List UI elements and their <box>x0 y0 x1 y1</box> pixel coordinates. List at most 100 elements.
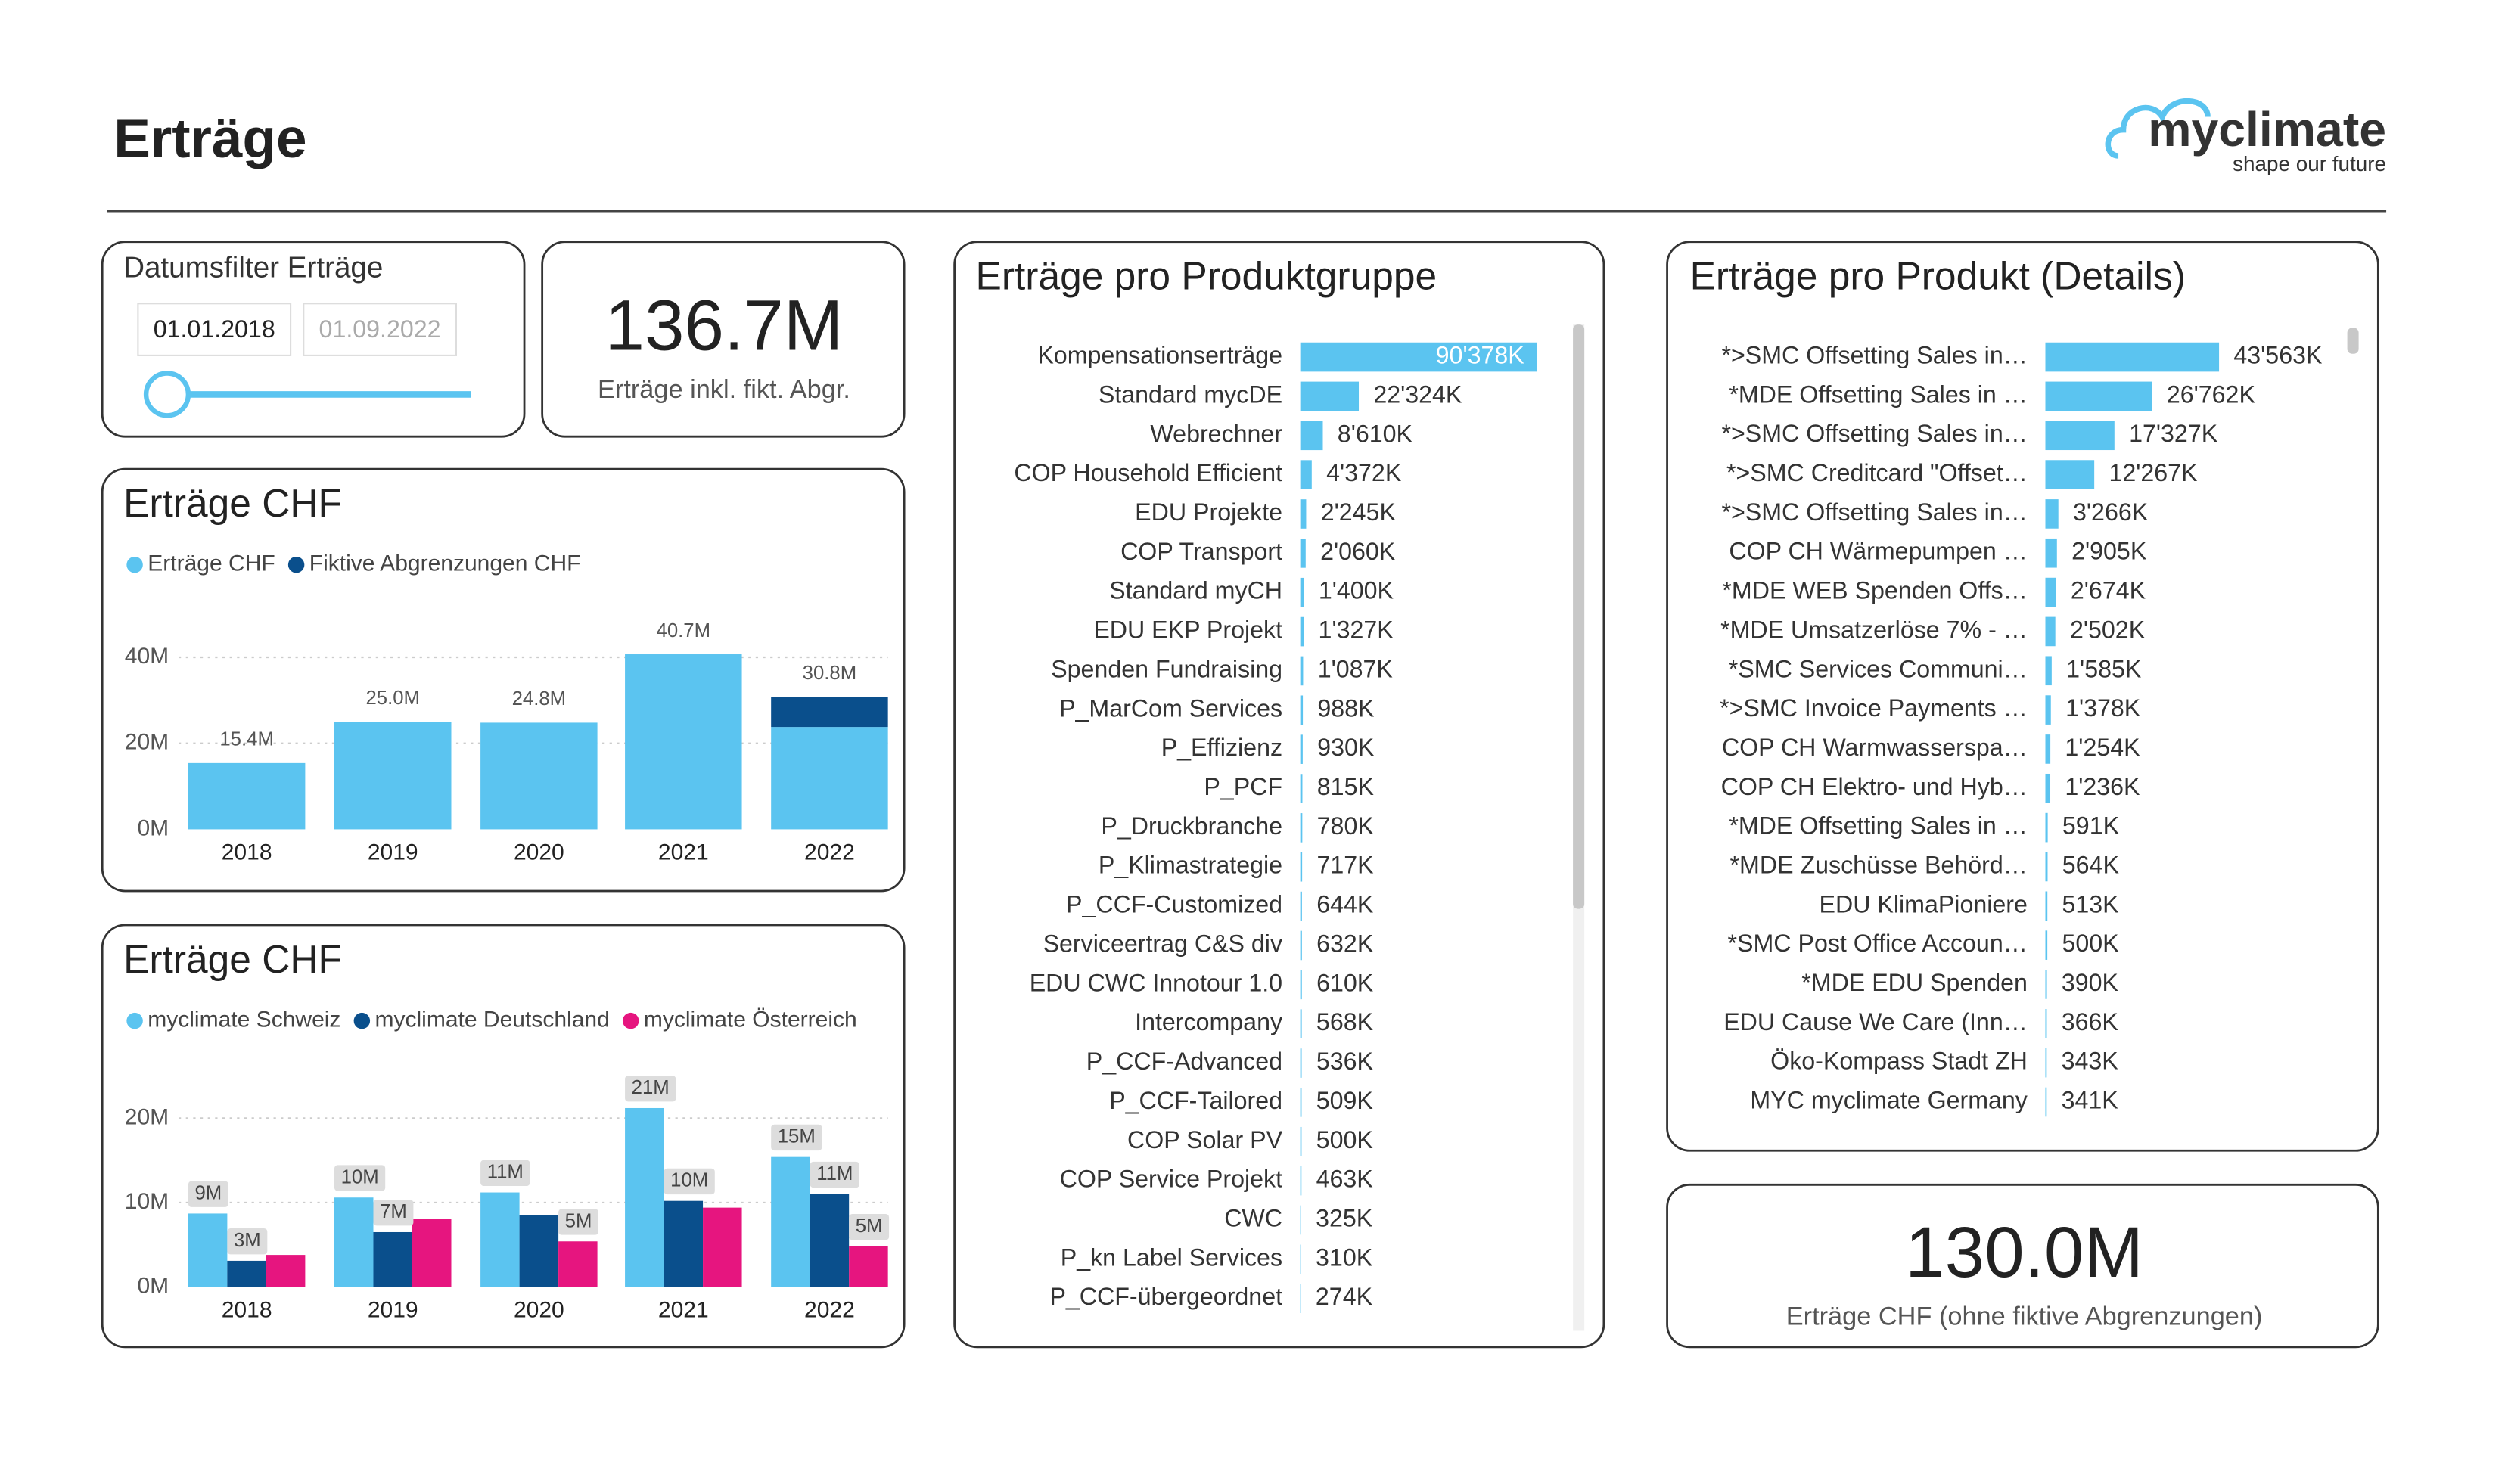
bar <box>1300 774 1303 803</box>
label-background <box>188 1181 228 1207</box>
category-label: *MDE Umsatzerlöse 7% - … <box>1720 616 2028 643</box>
data-label: 325K <box>1316 1204 1373 1231</box>
category-label: P_Effizienz <box>1161 734 1282 761</box>
bar <box>2045 930 2048 960</box>
start-date[interactable]: 01.01.2018 <box>154 315 275 343</box>
bar <box>2045 421 2115 451</box>
bar <box>1300 421 1323 451</box>
kpi-label: Erträge CHF (ohne fiktive Abgrenzungen) <box>1786 1302 2263 1330</box>
data-label: 930K <box>1317 734 1375 761</box>
data-label: 274K <box>1316 1283 1373 1310</box>
data-label: 1'585K <box>2066 655 2142 682</box>
legend-label: myclimate Deutschland <box>375 1007 610 1032</box>
bar <box>2045 1008 2047 1038</box>
category-label: EDU CWC Innotour 1.0 <box>1030 969 1282 996</box>
y-tick-label: 20M <box>125 1104 169 1129</box>
total-label: 24.8M <box>512 688 567 709</box>
label-background <box>664 1168 715 1195</box>
category-label: Webrechner <box>1150 420 1282 447</box>
bar <box>2045 577 2056 607</box>
bar <box>2045 499 2059 529</box>
data-label: 513K <box>2062 890 2120 917</box>
bar <box>625 1107 664 1287</box>
data-label: 310K <box>1316 1243 1373 1271</box>
category-label: P_Druckbranche <box>1101 812 1282 840</box>
data-label: 10M <box>670 1170 708 1191</box>
category-label: COP Solar PV <box>1127 1126 1283 1153</box>
bar <box>1300 616 1304 647</box>
bar <box>2045 970 2047 999</box>
category-label: *>SMC Offsetting Sales in… <box>1721 420 2027 447</box>
category-label: *>SMC Offsetting Sales in… <box>1721 342 2027 369</box>
kpi-panel <box>1666 1183 2379 1349</box>
chart-title: Erträge CHF <box>123 481 342 525</box>
data-label: 644K <box>1316 891 1374 918</box>
data-label: 390K <box>2062 969 2119 996</box>
data-label: 17'327K <box>2129 420 2218 447</box>
chart-panel <box>1666 241 2379 1152</box>
label-background <box>849 1214 890 1240</box>
category-label: Standard myCH <box>1109 577 1282 604</box>
bar <box>2045 695 2051 725</box>
data-label: 815K <box>1317 773 1375 800</box>
logo-cloud <box>2105 98 2211 159</box>
label-background <box>625 1076 676 1102</box>
data-label: 1'400K <box>1319 577 1394 604</box>
bar <box>1300 577 1304 607</box>
bar <box>1300 1166 1302 1196</box>
data-label: 500K <box>2062 930 2119 957</box>
x-tick-label: 2022 <box>804 840 855 865</box>
filter-title: Datumsfilter Erträge <box>123 251 383 284</box>
category-label: Öko-Kompass Stadt ZH <box>1770 1048 2028 1075</box>
end-date[interactable]: 01.09.2022 <box>319 315 441 343</box>
category-label: COP Service Projekt <box>1060 1166 1282 1193</box>
data-label: 463K <box>1316 1166 1374 1193</box>
start-date-box[interactable] <box>137 303 292 356</box>
page-title: Erträge <box>113 108 306 169</box>
data-label: 564K <box>2062 851 2120 878</box>
label-background <box>558 1209 599 1235</box>
slider-handle[interactable] <box>143 371 191 418</box>
data-label: 3M <box>234 1230 261 1251</box>
data-label: 2'674K <box>2071 577 2146 604</box>
bar <box>1300 734 1303 764</box>
bar <box>2045 1048 2047 1078</box>
legend-label: Fiktive Abgrenzungen CHF <box>309 551 581 576</box>
category-label: COP Transport <box>1120 538 1282 565</box>
data-label: 90'378K <box>1436 342 1525 369</box>
legend-swatch <box>126 1012 143 1029</box>
bar <box>2045 812 2048 843</box>
data-label: 10M <box>341 1166 379 1188</box>
category-label: P_CCF-Customized <box>1066 891 1282 918</box>
bar <box>334 1197 374 1287</box>
label-background <box>480 1160 530 1186</box>
bar <box>2045 891 2048 921</box>
label-background <box>771 1124 822 1151</box>
logo: myclimate <box>2148 102 2386 157</box>
y-tick-label: 0M <box>137 1273 169 1298</box>
data-label: 9M <box>194 1182 222 1203</box>
bar <box>1300 930 1302 961</box>
end-date-box[interactable] <box>303 303 457 356</box>
bar <box>1300 1088 1302 1117</box>
data-label: 12'267K <box>2109 459 2198 486</box>
scroll-thumb[interactable] <box>1573 324 1585 909</box>
category-label: P_CCF-übergeordnet <box>1049 1283 1282 1310</box>
data-label: 1'378K <box>2065 694 2141 722</box>
category-label: P_kn Label Services <box>1061 1243 1282 1271</box>
category-label: Serviceertrag C&S div <box>1043 930 1282 957</box>
data-label: 26'762K <box>2167 380 2256 408</box>
category-label: *>SMC Offsetting Sales in… <box>1721 498 2027 526</box>
x-tick-label: 2021 <box>658 1298 709 1323</box>
scroll-thumb[interactable] <box>2347 328 2359 354</box>
legend-swatch <box>126 556 143 573</box>
data-label: 15M <box>778 1126 816 1147</box>
bar <box>2045 381 2152 411</box>
x-tick-label: 2018 <box>222 1298 272 1323</box>
kpi-label: Erträge inkl. fikt. Abgr. <box>598 375 850 404</box>
bar <box>664 1200 704 1287</box>
category-label: *SMC Services Communi… <box>1729 655 2028 682</box>
legend-label: Erträge CHF <box>148 551 275 576</box>
bar-segment <box>480 722 598 830</box>
